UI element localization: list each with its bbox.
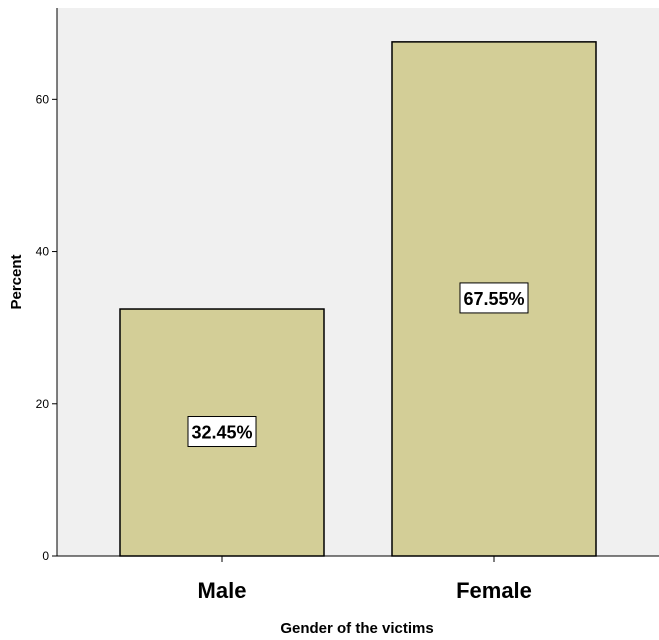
data-label-text: 32.45% (191, 423, 252, 443)
data-label-male: 32.45% (187, 416, 257, 448)
data-labels-layer: 32.45% 67.55% (187, 282, 529, 448)
y-axis-title: Percent (8, 254, 25, 309)
y-tick-label: 20 (36, 397, 50, 411)
x-ticks-layer: Male Female (198, 556, 532, 603)
x-tick-label: Male (198, 578, 247, 603)
data-label-female: 67.55% (459, 282, 529, 314)
y-tick-label: 40 (36, 245, 50, 259)
y-tick-label: 60 (36, 92, 50, 106)
data-label-text: 67.55% (463, 289, 524, 309)
y-tick-label: 0 (42, 549, 49, 563)
x-tick-label: Female (456, 578, 532, 603)
y-ticks-layer: 0 20 40 60 (36, 92, 57, 563)
data-label-box (459, 282, 529, 314)
x-axis-title: Gender of the victims (280, 620, 433, 637)
data-label-box (187, 416, 257, 448)
